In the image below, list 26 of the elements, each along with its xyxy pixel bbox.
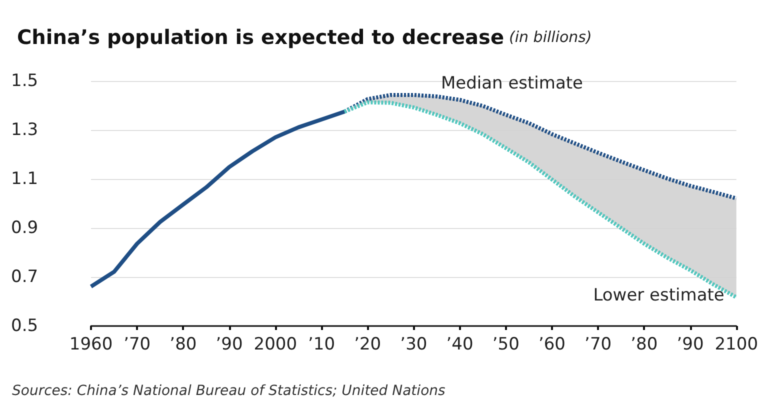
x-tick-label: ’40 (446, 334, 474, 354)
chart-subtitle: (in billions) (509, 28, 592, 46)
y-tick-label: 0.7 (11, 267, 38, 287)
x-tick-label: ’20 (354, 334, 382, 354)
x-tick-label: ’30 (400, 334, 428, 354)
source-note: Sources: China’s National Bureau of Statistics; United Nations (12, 383, 446, 399)
x-tick-label: ’90 (676, 334, 704, 354)
x-tick-label: ’50 (492, 334, 520, 354)
chart-title: China’s population is expected to decrease (17, 25, 504, 49)
x-tick-label: 2100 (714, 334, 758, 354)
x-tick-label: ’10 (308, 334, 336, 354)
x-tick-label: ’60 (538, 334, 566, 354)
y-tick-label: 1.1 (11, 169, 38, 189)
y-tick-label: 1.3 (11, 120, 38, 140)
series-label: Lower estimate (593, 285, 724, 306)
x-tick-label: ’70 (124, 334, 151, 354)
y-tick-label: 0.9 (11, 218, 38, 238)
x-tick-label: ’80 (170, 334, 197, 354)
y-tick-label: 1.5 (11, 71, 38, 91)
x-tick-label: 2000 (254, 334, 298, 354)
x-tick-label: ’70 (584, 334, 612, 354)
series-label: Median estimate (440, 74, 583, 94)
x-tick-label: ’80 (630, 334, 658, 354)
y-tick-label: 0.5 (11, 316, 38, 336)
x-tick-label: ’90 (216, 334, 243, 354)
x-tick-label: 1960 (69, 334, 113, 354)
